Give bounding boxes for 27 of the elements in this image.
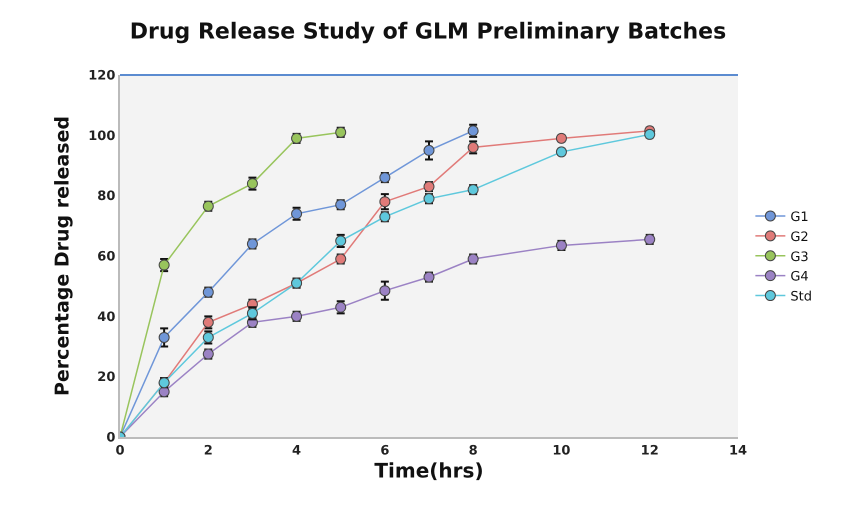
y-tick-label: 100 (88, 128, 116, 144)
point (424, 144, 434, 156)
x-tick-label: 2 (204, 444, 213, 459)
x-axis-title: Time(hrs) (374, 458, 484, 483)
point (379, 196, 390, 208)
y-tick-label: 0 (106, 430, 116, 446)
y-tick-label: 20 (97, 370, 116, 386)
x-tick-label: 8 (468, 444, 478, 459)
legend-label: Std (790, 290, 812, 305)
legend-label: G1 (790, 210, 809, 226)
x-tick-label: 4 (292, 444, 302, 459)
legend-label: G2 (790, 230, 809, 245)
legend-label: G4 (790, 270, 809, 285)
y-tick-label: 120 (88, 68, 116, 84)
y-axis-title: Percentage Drug released (52, 116, 74, 396)
legend-label: G3 (790, 250, 809, 265)
point (158, 332, 170, 343)
y-tick-label: 60 (97, 250, 116, 265)
y-tick-label: 80 (97, 189, 116, 204)
x-tick-label: 0 (115, 444, 125, 459)
x-tick-label: 14 (728, 444, 748, 459)
chart-title: Drug Release Study of GLM Preliminary Batches (130, 19, 726, 44)
x-tick-label: 6 (380, 444, 390, 459)
y-tick-label: 40 (97, 310, 116, 325)
x-tick-label: 10 (552, 444, 570, 459)
point (379, 285, 390, 296)
x-tick-label: 12 (640, 444, 659, 459)
